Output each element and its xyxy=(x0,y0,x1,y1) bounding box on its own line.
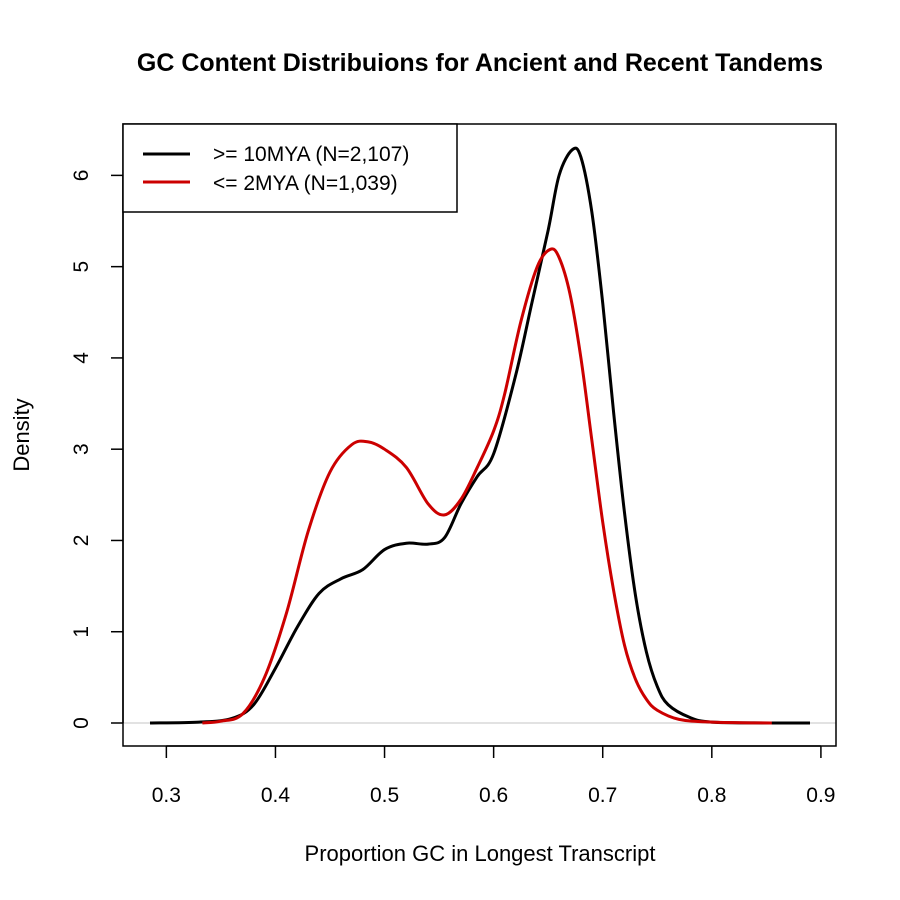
y-tick-label: 6 xyxy=(70,170,93,182)
x-tick-label: 0.6 xyxy=(479,784,508,807)
y-tick-label: 4 xyxy=(70,352,93,364)
legend-box xyxy=(122,123,458,213)
legend: >= 10MYA (N=2,107) <= 2MYA (N=1,039) xyxy=(122,123,458,213)
series-line-ancient xyxy=(149,146,811,725)
x-tick-label: 0.7 xyxy=(588,784,617,807)
y-tick-label: 1 xyxy=(70,626,93,638)
series-layer xyxy=(149,146,811,725)
plot-frame xyxy=(122,123,837,747)
x-tick-label: 0.4 xyxy=(261,784,291,807)
y-axis-label: Density xyxy=(9,398,34,471)
y-tick-label: 2 xyxy=(70,535,93,547)
x-tick-label: 0.9 xyxy=(806,784,835,807)
x-tick-label: 0.8 xyxy=(697,784,726,807)
x-axis: 0.3 0.4 0.5 0.6 0.7 0.8 0.9 xyxy=(152,745,836,807)
x-axis-label: Proportion GC in Longest Transcript xyxy=(305,841,656,866)
y-axis: 0 1 2 3 4 5 6 xyxy=(70,170,124,729)
legend-label-recent: <= 2MYA (N=1,039) xyxy=(213,172,398,195)
y-tick-label: 0 xyxy=(70,717,93,729)
x-tick-label: 0.3 xyxy=(152,784,181,807)
y-tick-label: 5 xyxy=(70,261,93,273)
series-line-recent xyxy=(202,247,772,725)
legend-label-ancient: >= 10MYA (N=2,107) xyxy=(213,143,409,166)
chart-title: GC Content Distribuions for Ancient and … xyxy=(137,49,823,77)
y-tick-label: 3 xyxy=(70,443,93,455)
x-tick-label: 0.5 xyxy=(370,784,399,807)
